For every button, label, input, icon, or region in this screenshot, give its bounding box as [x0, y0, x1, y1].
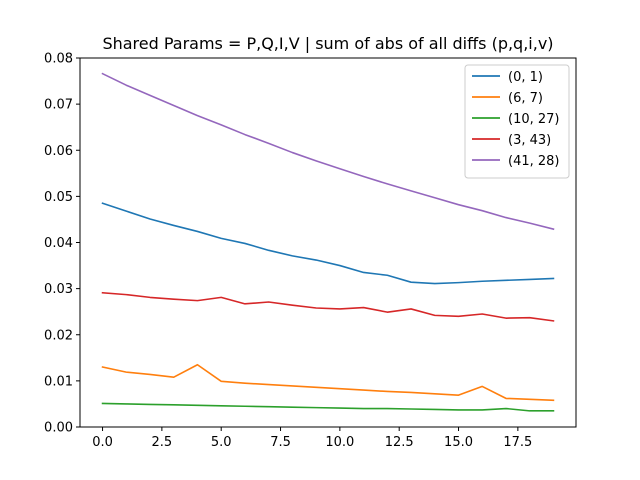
x-tick-label: 12.5: [385, 435, 414, 450]
legend-label: (3, 43): [508, 133, 551, 148]
legend-box: [464, 64, 570, 179]
x-tick-label: 7.5: [270, 435, 291, 450]
y-tick-label: 0.05: [44, 190, 73, 205]
series-layer: [101, 72, 555, 412]
series-line-3-43: [101, 291, 555, 322]
y-tick-label: 0.03: [44, 282, 73, 297]
legend-label: (41, 28): [508, 154, 560, 169]
y-tick-label: 0.06: [44, 144, 73, 159]
series-line-41-28: [101, 72, 555, 231]
chart-title: Shared Params = P,Q,I,V | sum of abs of …: [102, 34, 553, 53]
axes-layer: 0.0 2.5 5.0 7.5 10.0 12.5 15.0 17.5 0.00 0.01 0.02…: [44, 52, 532, 451]
legend-label: (0, 1): [508, 70, 543, 85]
x-tick-label: 2.5: [152, 435, 173, 450]
y-tick-label: 0.00: [44, 421, 73, 436]
x-tick-label: 10.0: [325, 435, 354, 450]
y-tick-label: 0.01: [44, 374, 73, 389]
y-tick-label: 0.07: [44, 98, 73, 113]
series-line-6-7: [101, 363, 555, 402]
y-tick-label: 0.08: [44, 52, 73, 67]
x-tick-label: 5.0: [211, 435, 232, 450]
x-tick-label: 0.0: [92, 435, 113, 450]
legend-label: (10, 27): [508, 112, 560, 127]
series-line-10-27: [101, 402, 555, 412]
legend-label: (6, 7): [508, 91, 543, 106]
x-tick-label: 15.0: [444, 435, 473, 450]
y-tick-label: 0.02: [44, 328, 73, 343]
series-line-0-1: [101, 202, 555, 285]
x-tick-label: 17.5: [503, 435, 532, 450]
legend: (0, 1) (6, 7) (10, 27) (3, 43) (41, 28): [464, 64, 570, 179]
y-tick-label: 0.04: [44, 236, 73, 251]
plot-frame: [79, 57, 577, 428]
